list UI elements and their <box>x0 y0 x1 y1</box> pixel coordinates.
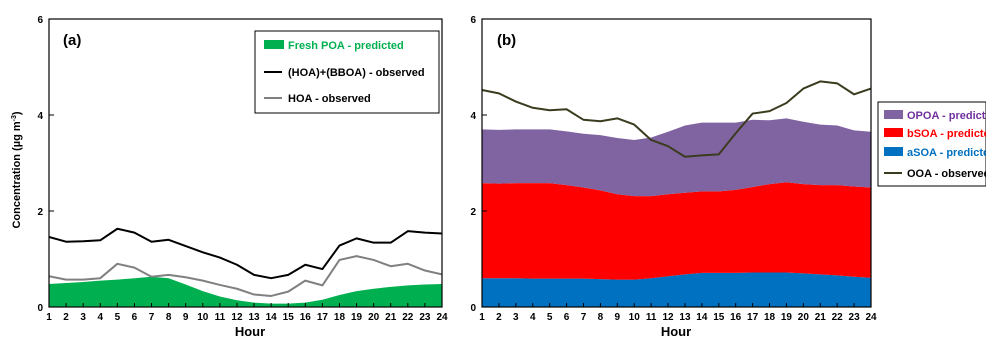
panel-a-area-fresh-poa <box>49 276 442 307</box>
legend-label-asoa: aSOA - predicted <box>907 147 986 159</box>
panel-b-label: (b) <box>497 32 516 49</box>
panel-a-y-tick-label: 2 <box>37 207 43 218</box>
panel-b-x-tick-label: 13 <box>679 312 691 323</box>
panel-b-x-tick-label: 11 <box>646 312 657 323</box>
panel-b-y-tick-label: 0 <box>470 303 476 314</box>
y-axis-label-superscript: -3 <box>11 115 18 121</box>
panel-a-x-tick-label: 18 <box>334 312 346 323</box>
y-axis-label-a: Concentration (µg m-3) <box>11 111 23 228</box>
panel-a-plot-frame <box>48 18 443 308</box>
panel-a-x-tick-label: 21 <box>385 312 397 323</box>
panel-b-x-tick-label: 3 <box>513 312 519 323</box>
x-axis-label-a: Hour <box>235 324 265 339</box>
panel-b-legend: OPOA - predicted bSOA - predicted aSOA -… <box>877 101 986 187</box>
panel-a-x-tick-label: 6 <box>132 312 138 323</box>
panel-a-x-tick-label: 17 <box>317 312 329 323</box>
panel-b-area-opoa <box>482 118 871 197</box>
legend-label-opoa: OPOA - predicted <box>907 110 986 122</box>
panel-b-line-ooa-observed <box>482 80 871 158</box>
panel-a-x-tick-label: 7 <box>149 312 155 323</box>
panel-a-x-tick-label: 19 <box>351 312 363 323</box>
panel-a-y-tick-label: 4 <box>37 111 43 122</box>
panel-a-x-tick-label: 3 <box>80 312 86 323</box>
legend-swatch-opoa <box>884 110 903 119</box>
panel-a-line-hoa-bboa-observed <box>49 227 442 280</box>
panel-b-x-tick-label: 5 <box>547 312 553 323</box>
panel-a-label: (a) <box>63 32 81 49</box>
legend-swatch-bsoa <box>884 128 903 137</box>
panel-a-x-tick-label: 22 <box>402 312 414 323</box>
panel-a-x-tick-label: 5 <box>115 312 121 323</box>
legend-label-hoa-bboa: (HOA)+(BBOA) - observed <box>288 67 425 79</box>
panel-b-x-tick-label: 10 <box>629 312 641 323</box>
legend-swatch-asoa <box>884 147 903 156</box>
panel-a-x-tick-label: 2 <box>63 312 69 323</box>
panel-a-x-tick-label: 23 <box>419 312 431 323</box>
panel-a-x-tick-label: 13 <box>248 312 260 323</box>
panel-b-x-tick-label: 7 <box>581 312 587 323</box>
panel-a-x-tick-label: 16 <box>300 312 312 323</box>
panel-b-x-tick-label: 6 <box>564 312 570 323</box>
legend-label-ooa: OOA - observed <box>907 168 986 180</box>
legend-swatch-fresh-poa <box>264 40 284 49</box>
panel-b-x-tick-label: 14 <box>696 312 708 323</box>
panel-b-x-tick-label: 19 <box>781 312 793 323</box>
panel-b-area-bsoa <box>482 182 871 280</box>
panel-b-x-tick-label: 17 <box>747 312 759 323</box>
legend-box-a <box>254 30 440 114</box>
panel-b-x-tick-label: 24 <box>865 312 877 323</box>
panel-b-x-tick-label: 22 <box>832 312 844 323</box>
panel-b-x-tick-label: 20 <box>798 312 810 323</box>
panel-b-plot-frame <box>481 18 872 308</box>
panel-b-x-tick-label: 1 <box>479 312 485 323</box>
panel-a-x-tick-label: 15 <box>283 312 295 323</box>
panel-b-y-tick-label: 6 <box>470 15 476 26</box>
panel-b-y-tick-label: 2 <box>470 207 476 218</box>
panel-a-x-tick-label: 11 <box>215 312 226 323</box>
panel-b-x-tick-label: 9 <box>615 312 621 323</box>
panel-b-x-tick-label: 2 <box>496 312 502 323</box>
panel-a-x-tick-label: 4 <box>97 312 103 323</box>
panel-b-x-tick-label: 4 <box>530 312 536 323</box>
panel-b-area-asoa <box>482 272 871 307</box>
legend-label-hoa: HOA - observed <box>288 93 371 105</box>
panel-a-y-tick-label: 6 <box>37 15 43 26</box>
y-axis-label-text: Concentration (µg m <box>11 121 23 228</box>
panel-a-x-tick-label: 20 <box>368 312 380 323</box>
panel-a-x-tick-label: 14 <box>266 312 278 323</box>
panel-a-legend: Fresh POA - predicted (HOA)+(BBOA) - obs… <box>254 30 440 114</box>
panel-a-x-tick-label: 8 <box>166 312 172 323</box>
legend-label-fresh-poa: Fresh POA - predicted <box>288 40 404 52</box>
panel-b-x-tick-label: 21 <box>815 312 827 323</box>
panel-b-x-tick-label: 15 <box>713 312 725 323</box>
panel-a-x-tick-label: 24 <box>436 312 448 323</box>
panel-a-x-tick-label: 10 <box>197 312 209 323</box>
panel-a-y-tick-label: 0 <box>37 303 43 314</box>
panel-a-x-tick-label: 9 <box>183 312 189 323</box>
legend-label-bsoa: bSOA - predicted <box>907 128 986 140</box>
panel-b-x-tick-label: 16 <box>730 312 742 323</box>
panel-a-x-tick-label: 12 <box>231 312 243 323</box>
panel-a-line-hoa-observed <box>49 255 442 297</box>
x-axis-label-b: Hour <box>661 324 691 339</box>
panel-b-x-tick-label: 18 <box>764 312 776 323</box>
y-axis-label-close-paren: ) <box>11 111 23 115</box>
panel-b-y-tick-label: 4 <box>470 111 476 122</box>
panel-a-x-tick-label: 1 <box>46 312 52 323</box>
panel-b-x-tick-label: 8 <box>598 312 604 323</box>
panel-b-x-tick-label: 12 <box>662 312 674 323</box>
panel-b-x-tick-label: 23 <box>849 312 861 323</box>
